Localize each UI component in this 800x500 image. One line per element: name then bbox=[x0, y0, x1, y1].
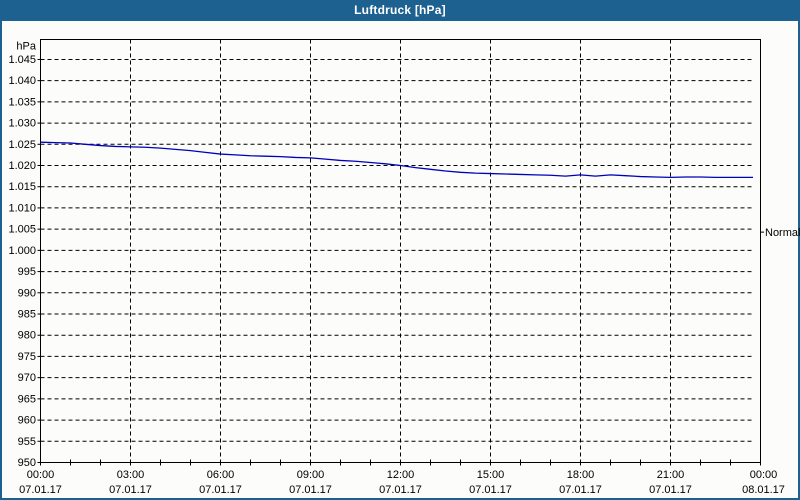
pressure-line bbox=[40, 141, 753, 179]
x-axis-date-label: 07.01.17 bbox=[19, 484, 62, 496]
y-axis-tick-label: 1.020 bbox=[8, 160, 36, 172]
y-axis-tick-label: 985 bbox=[18, 309, 36, 321]
y-axis-labels: 1.045 1.040 1.035 1.030 1.025 1.020 1.015 1.010… bbox=[8, 54, 41, 469]
x-axis-labels: 00:00 07.01.17 03:00 07.01.17 06:00 07.01.17 0… bbox=[19, 469, 785, 496]
x-axis-date-label: 07.01.17 bbox=[199, 484, 242, 496]
y-axis-tick-label: 1.040 bbox=[8, 75, 36, 87]
x-axis-time-label: 00:00 bbox=[27, 469, 55, 481]
x-axis-time-label: 21:00 bbox=[657, 469, 685, 481]
x-axis-date-label: 07.01.17 bbox=[649, 484, 692, 496]
y-axis-tick-label: 950 bbox=[18, 457, 36, 469]
y-axis-tick-label: 955 bbox=[18, 436, 36, 448]
normal-pressure-marker: Normal bbox=[760, 227, 800, 239]
x-axis-time-label: 15:00 bbox=[477, 469, 505, 481]
y-axis-tick-label: 1.025 bbox=[8, 139, 36, 151]
y-axis-tick-label: 1.010 bbox=[8, 202, 36, 214]
window-title: Luftdruck [hPa] bbox=[354, 3, 446, 17]
y-axis-tick-label: 960 bbox=[18, 415, 36, 427]
x-axis-time-label: 06:00 bbox=[207, 469, 235, 481]
y-axis-tick-label: 995 bbox=[18, 266, 36, 278]
x-gridlines bbox=[130, 39, 671, 463]
y-axis-tick-label: 980 bbox=[18, 330, 36, 342]
y-axis-tick-label: 1.045 bbox=[8, 54, 36, 66]
y-axis-tick-label: 1.015 bbox=[8, 181, 36, 193]
x-axis-date-label: 07.01.17 bbox=[109, 484, 152, 496]
plot-border bbox=[40, 39, 761, 463]
normal-marker-label: Normal bbox=[765, 227, 800, 239]
x-axis-date-label: 07.01.17 bbox=[469, 484, 512, 496]
x-axis-time-label: 09:00 bbox=[297, 469, 325, 481]
y-axis-tick-label: 975 bbox=[18, 351, 36, 363]
x-axis-time-label: 00:00 bbox=[750, 469, 778, 481]
y-axis-tick-label: 990 bbox=[18, 287, 36, 299]
x-axis-date-label: 07.01.17 bbox=[559, 484, 602, 496]
x-axis-time-label: 12:00 bbox=[387, 469, 415, 481]
window-title-bar: Luftdruck [hPa] bbox=[0, 0, 800, 21]
x-axis-time-label: 18:00 bbox=[567, 469, 595, 481]
y-axis-tick-label: 1.000 bbox=[8, 245, 36, 257]
y-axis-tick-label: 1.035 bbox=[8, 96, 36, 108]
y-axis-unit-label: hPa bbox=[16, 41, 36, 53]
y-gridlines bbox=[40, 58, 755, 442]
y-axis-tick-label: 970 bbox=[18, 372, 36, 384]
x-axis-date-label: 08.01.17 bbox=[742, 484, 785, 496]
y-axis-tick-label: 965 bbox=[18, 393, 36, 405]
x-axis-time-label: 03:00 bbox=[117, 469, 145, 481]
x-axis-date-label: 07.01.17 bbox=[289, 484, 332, 496]
x-axis-date-label: 07.01.17 bbox=[379, 484, 422, 496]
y-axis-tick-label: 1.030 bbox=[8, 118, 36, 130]
y-axis-tick-label: 1.005 bbox=[8, 224, 36, 236]
